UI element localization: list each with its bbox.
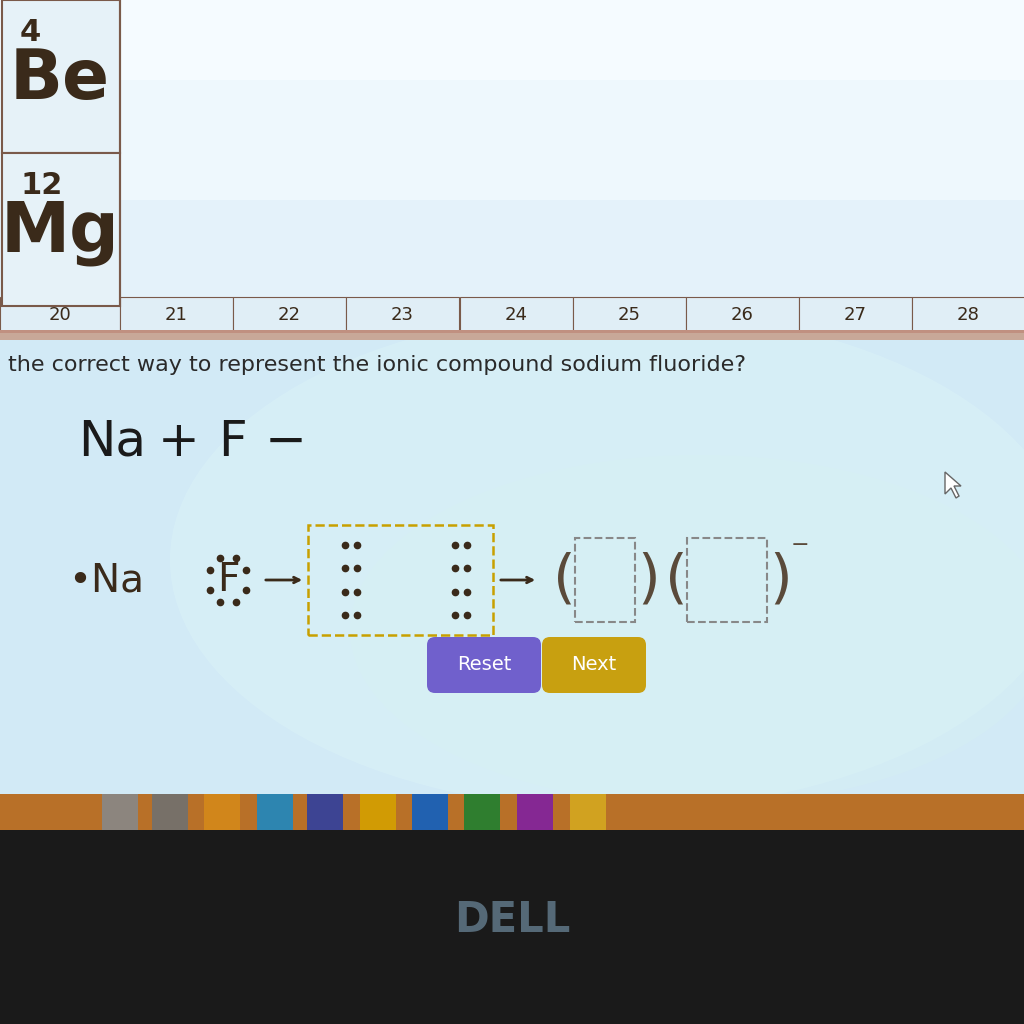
- Bar: [360, 794, 396, 830]
- Bar: [686, 297, 799, 333]
- Bar: [517, 794, 553, 830]
- Bar: [575, 538, 635, 622]
- Text: 22: 22: [278, 306, 300, 324]
- Text: 12: 12: [20, 171, 62, 200]
- Bar: [204, 794, 240, 830]
- Text: ): ): [769, 552, 792, 608]
- Text: F: F: [218, 418, 247, 466]
- Bar: [102, 794, 138, 830]
- Text: 21: 21: [165, 306, 187, 324]
- Bar: [573, 297, 686, 333]
- Text: 20: 20: [48, 306, 72, 324]
- Text: (: (: [553, 552, 575, 608]
- Text: Next: Next: [571, 655, 616, 675]
- Text: 27: 27: [844, 306, 866, 324]
- Text: 23: 23: [390, 306, 414, 324]
- Text: −: −: [791, 535, 810, 555]
- Text: 26: 26: [730, 306, 754, 324]
- Bar: [687, 538, 767, 622]
- Text: +: +: [158, 418, 200, 466]
- FancyBboxPatch shape: [427, 637, 541, 693]
- Bar: [0, 0, 1024, 830]
- Bar: [346, 297, 459, 333]
- Bar: [0, 0, 1024, 80]
- Bar: [0, 830, 1024, 1024]
- Bar: [460, 297, 573, 333]
- Text: F: F: [217, 561, 240, 599]
- Text: 25: 25: [617, 306, 640, 324]
- Text: ): ): [637, 552, 659, 608]
- Bar: [0, 330, 1024, 333]
- Text: Mg: Mg: [1, 200, 120, 266]
- Bar: [912, 297, 1024, 333]
- Bar: [152, 794, 188, 830]
- Text: Reset: Reset: [457, 655, 511, 675]
- Bar: [307, 794, 343, 830]
- Bar: [308, 525, 493, 635]
- Ellipse shape: [170, 310, 1024, 810]
- Text: −: −: [265, 418, 307, 466]
- Polygon shape: [945, 472, 961, 498]
- Bar: [570, 794, 606, 830]
- Bar: [120, 297, 233, 333]
- Bar: [2, 0, 120, 153]
- Text: 4: 4: [20, 18, 41, 47]
- Bar: [233, 297, 346, 333]
- FancyBboxPatch shape: [542, 637, 646, 693]
- Bar: [2, 153, 120, 306]
- Text: 24: 24: [505, 306, 527, 324]
- Text: 28: 28: [956, 306, 979, 324]
- Bar: [0, 0, 1024, 200]
- Bar: [412, 794, 449, 830]
- Text: DELL: DELL: [454, 899, 570, 941]
- Bar: [0, 0, 1024, 310]
- Ellipse shape: [350, 455, 1024, 805]
- Text: (: (: [665, 552, 688, 608]
- Bar: [0, 332, 1024, 340]
- Text: the correct way to represent the ionic compound sodium fluoride?: the correct way to represent the ionic c…: [8, 355, 746, 375]
- Text: •Na: •Na: [68, 561, 144, 599]
- Bar: [464, 794, 500, 830]
- Bar: [0, 794, 1024, 830]
- Bar: [257, 794, 293, 830]
- Bar: [799, 297, 912, 333]
- Bar: [0, 297, 120, 333]
- Text: Be: Be: [10, 46, 110, 114]
- Text: Na: Na: [78, 418, 146, 466]
